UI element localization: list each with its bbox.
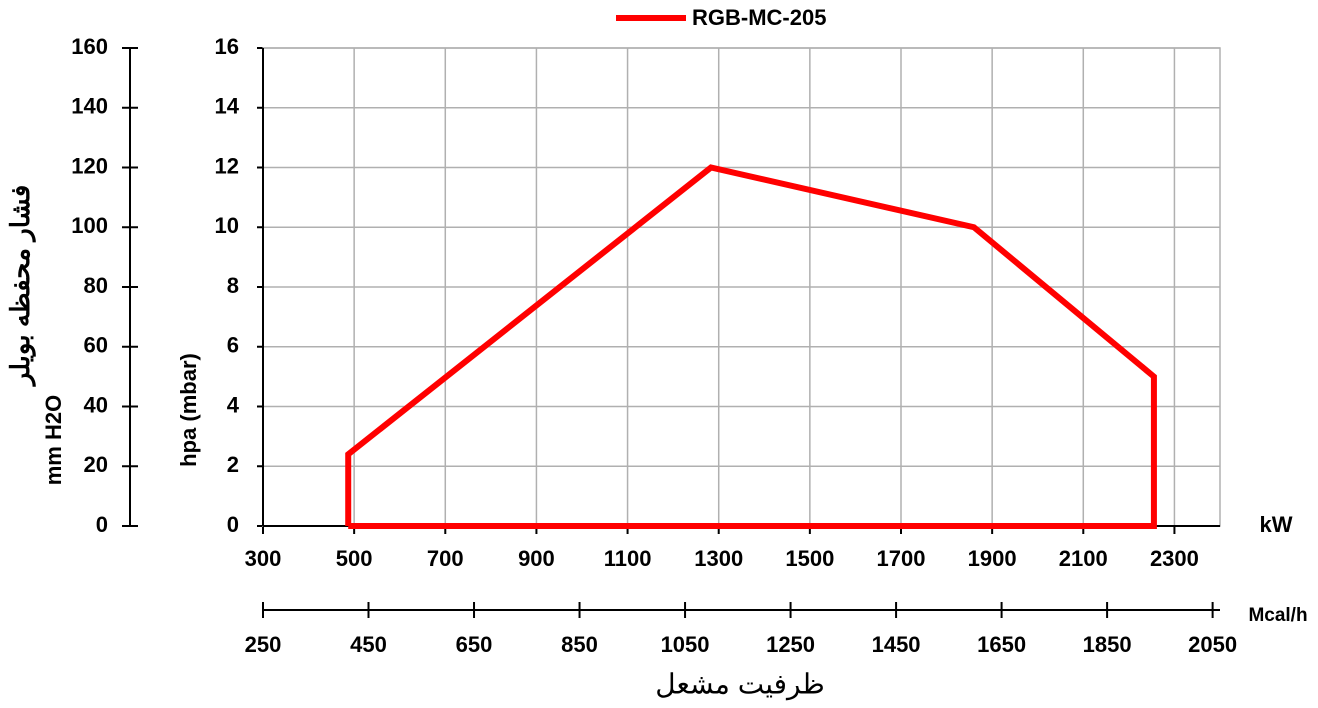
y-tick-label: 8 [227,273,239,298]
x-tick-label: 2100 [1059,546,1108,571]
x-tick-label: 1100 [604,546,652,571]
x-tick-label: 1700 [877,546,926,571]
x-tick-label: 1900 [968,546,1017,571]
x2-tick-label: 250 [245,632,282,657]
x-label: ظرفیت مشعل [655,668,825,700]
legend-label: RGB-MC-205 [692,5,826,30]
x-tick-label: 2300 [1150,546,1199,571]
data-line [345,164,1157,529]
x-tick-label: 700 [427,546,464,571]
y-tick-label: 16 [215,34,239,59]
x2-tick-label: 1850 [1083,632,1132,657]
y-tick-label: 2 [227,452,239,477]
x-tick-label: 300 [245,546,282,571]
y2-tick-label: 20 [84,452,108,477]
x-tick-label: 900 [518,546,555,571]
x2-tick-label: 850 [561,632,598,657]
y2-label: فشار محفظه بویلر [5,185,36,388]
y-label: hpa (mbar) [176,353,201,467]
y-tick-label: 12 [215,153,239,178]
x2-tick-label: 1650 [977,632,1026,657]
x-tick-label: 1300 [694,546,743,571]
y-tick-label: 0 [227,512,239,537]
y2-tick-label: 120 [71,153,108,178]
x-tick-label: 500 [336,546,373,571]
x2-tick-label: 650 [456,632,493,657]
x-unit: kW [1260,512,1293,537]
y2-tick-label: 60 [84,333,108,358]
y2-tick-label: 80 [84,273,108,298]
y2-tick-label: 160 [71,34,108,59]
x2-tick-label: 2050 [1188,632,1237,657]
y-tick-label: 6 [227,333,239,358]
x2-unit: Mcal/h [1248,605,1307,626]
y2-unit: mm H2O [41,395,66,485]
y-tick-label: 10 [215,213,239,238]
y2-tick-label: 40 [84,392,108,417]
y-tick-label: 14 [215,94,240,119]
x2-tick-label: 1050 [661,632,710,657]
y2-tick-label: 100 [71,213,108,238]
x-tick-label: 1500 [785,546,834,571]
y2-tick-label: 140 [71,94,108,119]
y2-tick-label: 0 [96,512,108,537]
y-tick-label: 4 [227,392,240,417]
x2-tick-label: 1450 [872,632,921,657]
x2-tick-label: 450 [350,632,387,657]
x2-tick-label: 1250 [766,632,815,657]
